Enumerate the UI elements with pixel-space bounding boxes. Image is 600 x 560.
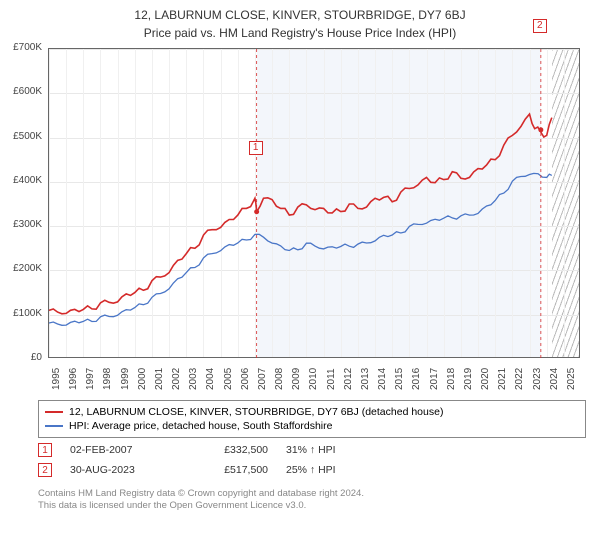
x-tick-label: 1995 — [51, 368, 62, 390]
x-tick-label: 2023 — [532, 368, 543, 390]
x-tick-label: 2022 — [514, 368, 525, 390]
x-tick-label: 2005 — [223, 368, 234, 390]
y-tick-label: £300K — [0, 219, 42, 230]
x-tick-label: 2009 — [291, 368, 302, 390]
x-tick-label: 1999 — [120, 368, 131, 390]
y-tick-label: £200K — [0, 263, 42, 274]
x-tick-label: 2002 — [171, 368, 182, 390]
x-tick-label: 2007 — [257, 368, 268, 390]
key-row: 2 30-AUG-2023 £517,500 25% ↑ HPI — [38, 460, 586, 480]
key-price: £517,500 — [188, 464, 268, 476]
legend-label: HPI: Average price, detached house, Sout… — [69, 420, 332, 432]
legend-swatch — [45, 411, 63, 413]
marker-label-1: 1 — [249, 141, 263, 155]
footer-line2: This data is licensed under the Open Gov… — [38, 500, 586, 512]
series-hpi — [49, 173, 552, 325]
x-tick-label: 2008 — [274, 368, 285, 390]
x-tick-label: 1996 — [68, 368, 79, 390]
legend-item: 12, LABURNUM CLOSE, KINVER, STOURBRIDGE,… — [45, 405, 579, 419]
x-tick-label: 2014 — [377, 368, 388, 390]
key-date: 30-AUG-2023 — [70, 464, 170, 476]
x-tick-label: 2020 — [480, 368, 491, 390]
x-tick-label: 1997 — [85, 368, 96, 390]
legend-label: 12, LABURNUM CLOSE, KINVER, STOURBRIDGE,… — [69, 406, 443, 418]
legend-item: HPI: Average price, detached house, Sout… — [45, 419, 579, 433]
legend-swatch — [45, 425, 63, 427]
x-tick-label: 2025 — [566, 368, 577, 390]
x-tick-label: 2010 — [308, 368, 319, 390]
y-tick-label: £700K — [0, 42, 42, 53]
x-tick-label: 2018 — [446, 368, 457, 390]
marker-dot-1 — [254, 209, 259, 214]
plot-area — [48, 48, 580, 358]
x-tick-label: 2001 — [154, 368, 165, 390]
x-tick-label: 2011 — [326, 368, 337, 390]
legend: 12, LABURNUM CLOSE, KINVER, STOURBRIDGE,… — [38, 400, 586, 438]
line-plot — [49, 49, 581, 359]
y-tick-label: £600K — [0, 86, 42, 97]
x-tick-label: 1998 — [102, 368, 113, 390]
footer-line1: Contains HM Land Registry data © Crown c… — [38, 488, 586, 500]
x-tick-label: 2006 — [240, 368, 251, 390]
x-tick-label: 2004 — [205, 368, 216, 390]
y-tick-label: £100K — [0, 308, 42, 319]
x-tick-label: 2021 — [497, 368, 508, 390]
x-tick-label: 2015 — [394, 368, 405, 390]
y-tick-label: £0 — [0, 352, 42, 363]
x-tick-label: 2003 — [188, 368, 199, 390]
chart-subtitle: Price paid vs. HM Land Registry's House … — [0, 22, 600, 46]
y-tick-label: £400K — [0, 175, 42, 186]
footer-attribution: Contains HM Land Registry data © Crown c… — [38, 488, 586, 513]
key-table: 1 02-FEB-2007 £332,500 31% ↑ HPI 2 30-AUG-202… — [38, 440, 586, 480]
key-date: 02-FEB-2007 — [70, 444, 170, 456]
chart-title: 12, LABURNUM CLOSE, KINVER, STOURBRIDGE,… — [0, 0, 600, 22]
marker-label-2: 2 — [533, 19, 547, 33]
x-tick-label: 2016 — [411, 368, 422, 390]
key-row: 1 02-FEB-2007 £332,500 31% ↑ HPI — [38, 440, 586, 460]
x-tick-label: 2000 — [137, 368, 148, 390]
key-marker-icon: 2 — [38, 463, 52, 477]
x-tick-label: 2024 — [549, 368, 560, 390]
x-tick-label: 2019 — [463, 368, 474, 390]
x-tick-label: 2013 — [360, 368, 371, 390]
marker-dot-2 — [538, 127, 543, 132]
key-pct: 25% ↑ HPI — [286, 464, 376, 476]
key-price: £332,500 — [188, 444, 268, 456]
y-tick-label: £500K — [0, 131, 42, 142]
key-marker-icon: 1 — [38, 443, 52, 457]
x-tick-label: 2017 — [429, 368, 440, 390]
x-tick-label: 2012 — [343, 368, 354, 390]
key-pct: 31% ↑ HPI — [286, 444, 376, 456]
